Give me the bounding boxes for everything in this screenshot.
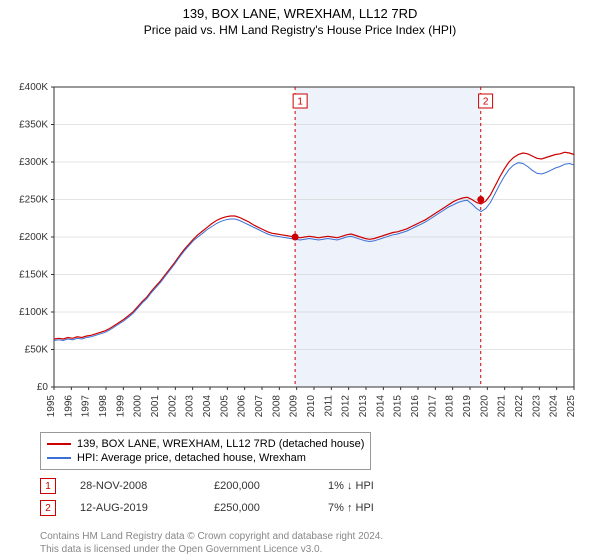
svg-text:2022: 2022	[514, 395, 525, 418]
footer-line2: This data is licensed under the Open Gov…	[40, 543, 383, 556]
svg-text:1995: 1995	[46, 395, 57, 418]
svg-text:2007: 2007	[254, 395, 265, 418]
legend-label: 139, BOX LANE, WREXHAM, LL12 7RD (detach…	[77, 438, 364, 450]
sale-row: 2 12-AUG-2019 £250,000 7% ↑ HPI	[40, 500, 374, 516]
svg-text:2006: 2006	[237, 395, 248, 418]
svg-text:2023: 2023	[531, 395, 542, 418]
svg-text:2001: 2001	[150, 395, 161, 418]
svg-text:2020: 2020	[479, 395, 490, 418]
svg-text:2021: 2021	[497, 395, 508, 418]
legend-swatch	[47, 457, 71, 459]
svg-text:£0: £0	[37, 382, 49, 393]
svg-text:2019: 2019	[462, 395, 473, 418]
svg-text:1997: 1997	[81, 395, 92, 418]
svg-text:£50K: £50K	[25, 345, 49, 356]
svg-text:£100K: £100K	[19, 307, 48, 318]
chart-title: 139, BOX LANE, WREXHAM, LL12 7RD	[0, 0, 600, 21]
sale-date: 12-AUG-2019	[80, 502, 190, 514]
sale-delta: 7% ↑ HPI	[328, 502, 374, 514]
svg-text:1996: 1996	[63, 395, 74, 418]
sale-delta: 1% ↓ HPI	[328, 480, 374, 492]
svg-text:£350K: £350K	[19, 120, 48, 131]
legend-swatch	[47, 443, 71, 445]
svg-text:2000: 2000	[133, 395, 144, 418]
svg-text:2024: 2024	[549, 395, 560, 418]
sale-price: £250,000	[214, 502, 304, 514]
chart-subtitle: Price paid vs. HM Land Registry's House …	[0, 21, 600, 41]
legend-item: 139, BOX LANE, WREXHAM, LL12 7RD (detach…	[47, 437, 364, 451]
svg-text:£300K: £300K	[19, 157, 48, 168]
legend-box: 139, BOX LANE, WREXHAM, LL12 7RD (detach…	[40, 432, 371, 470]
svg-text:2008: 2008	[271, 395, 282, 418]
line-chart: £0 £50K £100K £150K £200K £250K £300K £350K £400…	[0, 41, 600, 421]
svg-text:2013: 2013	[358, 395, 369, 418]
svg-text:2002: 2002	[167, 395, 178, 418]
sale-price: £200,000	[214, 480, 304, 492]
sale-row: 1 28-NOV-2008 £200,000 1% ↓ HPI	[40, 478, 374, 494]
svg-text:2005: 2005	[219, 395, 230, 418]
sale-date: 28-NOV-2008	[80, 480, 190, 492]
svg-text:1999: 1999	[115, 395, 126, 418]
svg-text:2018: 2018	[445, 395, 456, 418]
footer-line1: Contains HM Land Registry data © Crown c…	[40, 530, 383, 543]
sale-marker: 2	[40, 500, 56, 516]
svg-text:2016: 2016	[410, 395, 421, 418]
footer-note: Contains HM Land Registry data © Crown c…	[40, 530, 383, 556]
svg-text:2012: 2012	[341, 395, 352, 418]
svg-text:2004: 2004	[202, 395, 213, 418]
svg-text:2014: 2014	[375, 395, 386, 418]
svg-text:2010: 2010	[306, 395, 317, 418]
svg-text:2025: 2025	[566, 395, 577, 418]
chart-container: 139, BOX LANE, WREXHAM, LL12 7RD Price p…	[0, 0, 600, 560]
svg-text:£150K: £150K	[19, 270, 48, 281]
legend-label: HPI: Average price, detached house, Wrex…	[77, 452, 306, 464]
svg-text:1: 1	[297, 97, 303, 108]
svg-text:£400K: £400K	[19, 82, 48, 93]
svg-text:£250K: £250K	[19, 195, 48, 206]
sale-marker: 1	[40, 478, 56, 494]
svg-text:2017: 2017	[427, 395, 438, 418]
legend-item: HPI: Average price, detached house, Wrex…	[47, 451, 364, 465]
svg-text:2011: 2011	[323, 395, 334, 417]
svg-text:2: 2	[483, 97, 489, 108]
svg-text:2015: 2015	[393, 395, 404, 418]
svg-text:1998: 1998	[98, 395, 109, 418]
svg-text:2003: 2003	[185, 395, 196, 418]
svg-text:£200K: £200K	[19, 232, 48, 243]
svg-text:2009: 2009	[289, 395, 300, 418]
